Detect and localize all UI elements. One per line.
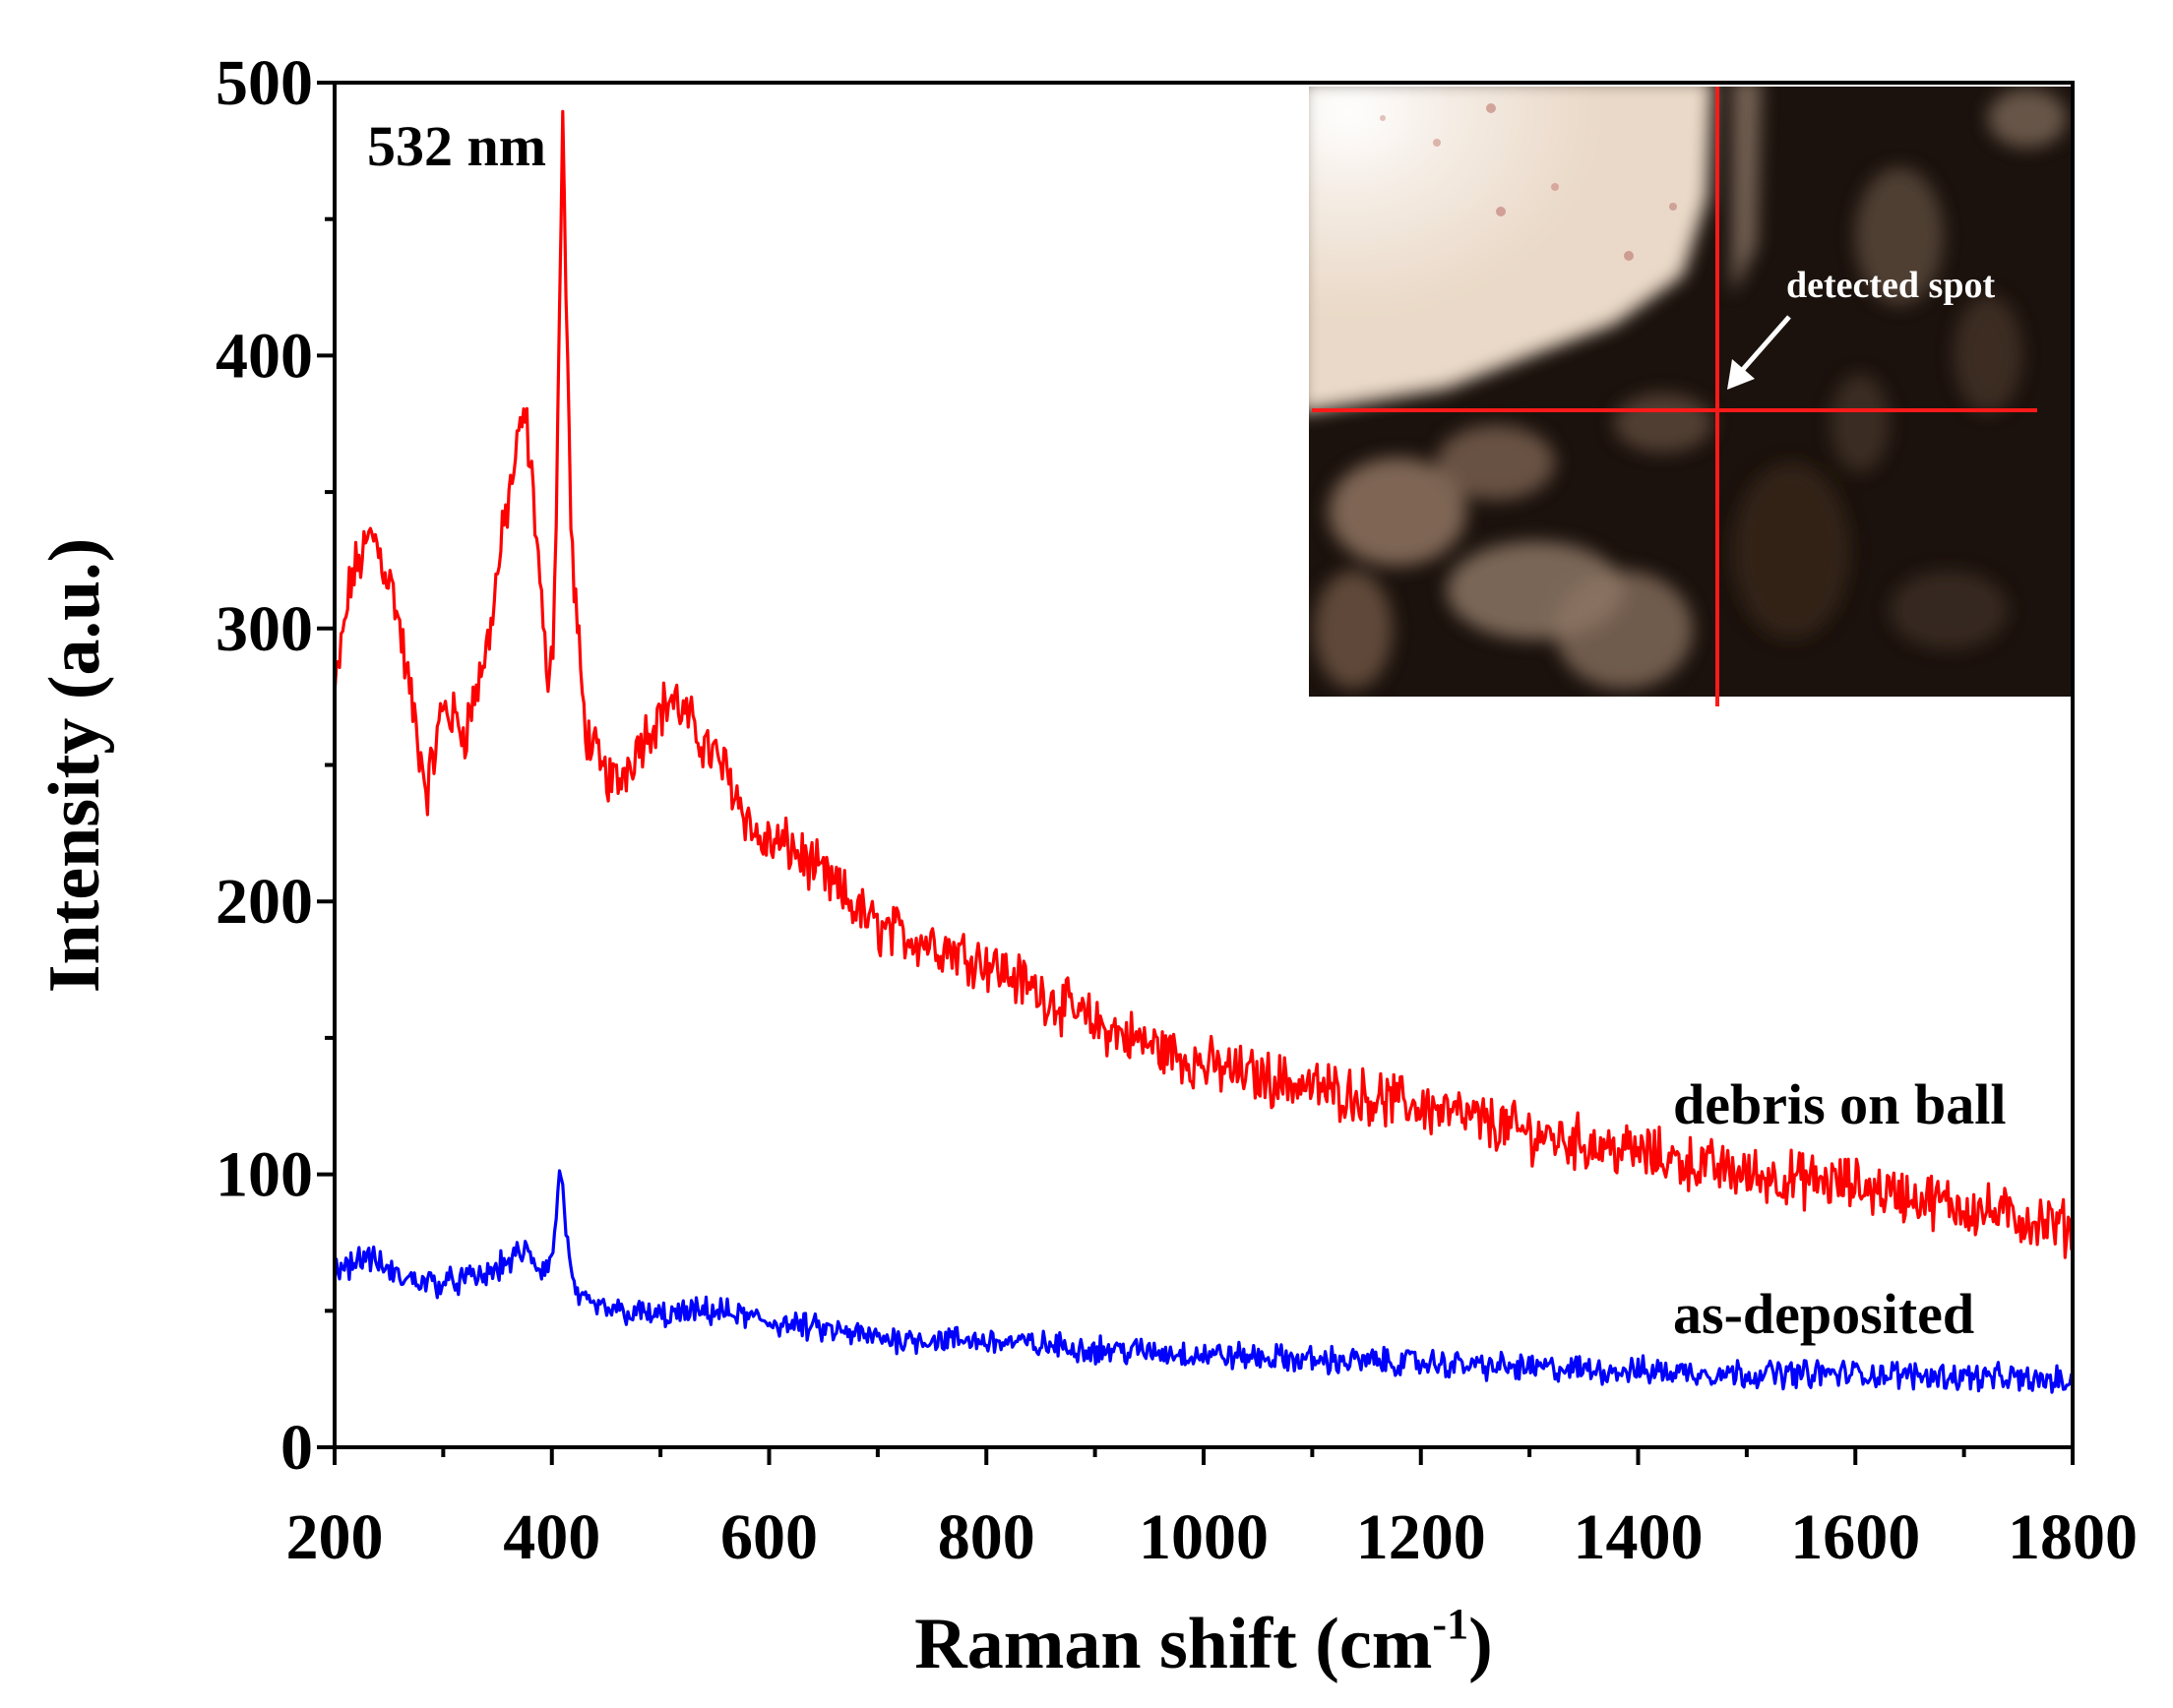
inset-annotation: detected spot [1786,265,1995,306]
x-tick-label: 1200 [1356,1501,1486,1573]
x-axis-ticks: 200 400 600 800 1000 1200 1400 1600 1800 [286,1447,2138,1573]
y-axis-ticks: 0 100 200 300 400 500 [216,47,335,1484]
y-tick-label: 400 [216,320,313,392]
x-tick-label: 200 [286,1501,384,1573]
series-line-as-deposited [335,1169,2073,1394]
legend-label-as-deposited: as-deposited [1673,1282,1974,1346]
x-axis-title-main: Raman shift (cm [914,1604,1432,1684]
x-axis-title-superscript: -1 [1432,1600,1468,1648]
inset-micrograph: detected spot [1309,87,2072,706]
inset-arrow-icon [1727,315,1791,390]
inset-specks [1380,103,1677,261]
x-tick-label: 1400 [1574,1501,1704,1573]
x-tick-label: 400 [503,1501,600,1573]
y-axis-title: Intensity (a.u.) [34,538,115,994]
x-axis-title: Raman shift (cm-1) [914,1600,1492,1684]
legend-label-debris: debris on ball [1673,1072,2006,1136]
series-layer [335,109,2073,1394]
wavelength-annotation: 532 nm [367,114,546,178]
x-tick-label: 1800 [2008,1501,2138,1573]
x-axis-title-close: ) [1468,1604,1493,1684]
x-tick-label: 800 [938,1501,1035,1573]
y-tick-label: 200 [216,866,313,938]
x-tick-label: 1000 [1139,1501,1269,1573]
x-tick-label: 600 [720,1501,818,1573]
series-line-debris-on-ball [335,109,2073,1259]
x-tick-label: 1600 [1790,1501,1920,1573]
y-tick-label: 300 [216,593,313,665]
y-tick-label: 500 [216,47,313,119]
y-tick-label: 100 [216,1139,313,1211]
inset-texture [1309,87,2067,689]
y-tick-label: 0 [280,1412,313,1484]
